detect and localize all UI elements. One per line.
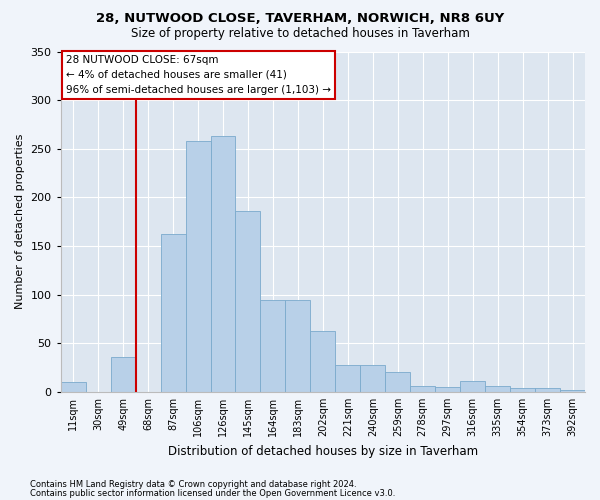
Bar — [161, 234, 185, 392]
Bar — [485, 386, 510, 392]
Bar — [110, 357, 136, 392]
Bar — [260, 300, 286, 392]
Bar — [286, 300, 310, 392]
Text: 28, NUTWOOD CLOSE, TAVERHAM, NORWICH, NR8 6UY: 28, NUTWOOD CLOSE, TAVERHAM, NORWICH, NR… — [96, 12, 504, 26]
Bar — [185, 141, 211, 392]
Bar — [510, 388, 535, 392]
Bar — [61, 382, 86, 392]
Bar — [385, 372, 410, 392]
Bar — [460, 381, 485, 392]
Bar — [535, 388, 560, 392]
Bar — [235, 211, 260, 392]
Bar — [211, 136, 235, 392]
Bar — [435, 387, 460, 392]
Y-axis label: Number of detached properties: Number of detached properties — [15, 134, 25, 310]
Text: Contains HM Land Registry data © Crown copyright and database right 2024.: Contains HM Land Registry data © Crown c… — [30, 480, 356, 489]
Text: Contains public sector information licensed under the Open Government Licence v3: Contains public sector information licen… — [30, 488, 395, 498]
Text: Size of property relative to detached houses in Taverham: Size of property relative to detached ho… — [131, 28, 469, 40]
Text: 28 NUTWOOD CLOSE: 67sqm
← 4% of detached houses are smaller (41)
96% of semi-det: 28 NUTWOOD CLOSE: 67sqm ← 4% of detached… — [66, 55, 331, 94]
Bar — [361, 364, 385, 392]
Bar — [410, 386, 435, 392]
X-axis label: Distribution of detached houses by size in Taverham: Distribution of detached houses by size … — [168, 444, 478, 458]
Bar — [310, 330, 335, 392]
Bar — [335, 364, 361, 392]
Bar — [560, 390, 585, 392]
